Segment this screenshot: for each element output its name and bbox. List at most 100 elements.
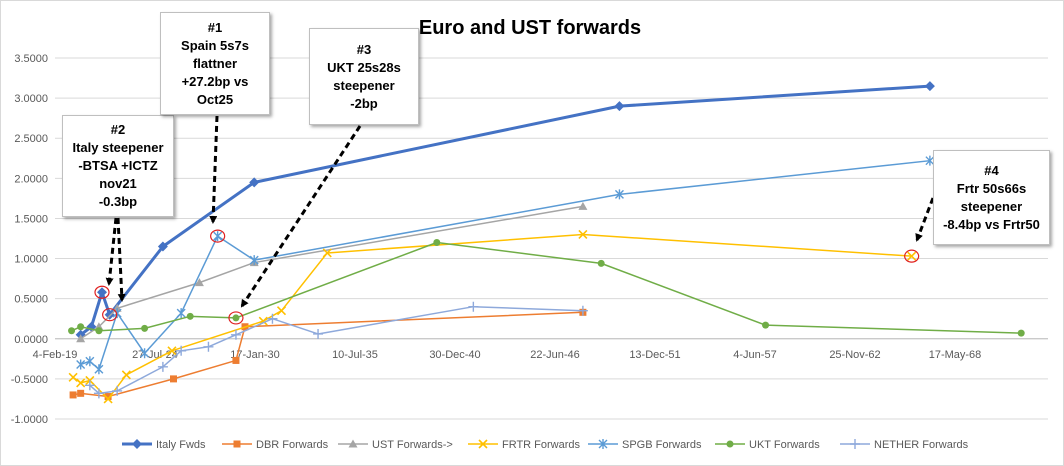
data-point [276,306,287,316]
x-tick-label: 10-Jul-35 [332,349,378,361]
data-point [213,231,223,242]
highlight-circle [210,229,226,243]
data-point [925,155,935,166]
series-line [79,84,930,336]
legend-marker [478,439,488,449]
data-point [157,361,168,372]
legend-label: DBR Forwards [256,439,329,451]
callout-arrow [915,197,935,242]
data-point [140,348,150,359]
data-point [95,327,103,335]
data-point [907,251,917,261]
callout-arrow [105,217,118,286]
legend-marker [850,439,860,449]
series-italy-fwds [75,81,935,340]
data-point [597,259,605,267]
legend-item: FRTR Forwards [468,439,581,451]
x-tick-label: 4-Feb-19 [33,349,78,361]
y-tick-label: 2.5000 [14,133,48,145]
series-frtr-forwards [68,229,917,404]
chart-title: Euro and UST forwards [419,17,641,39]
data-point [76,378,86,388]
data-point [194,278,204,287]
data-point [577,305,588,316]
series-layer [68,81,1025,404]
data-point [249,255,259,266]
legend-label: NETHER Forwards [874,439,969,451]
data-point [121,370,131,380]
data-point [170,375,177,383]
x-tick-label: 17-Jan-30 [230,349,280,361]
data-point [176,345,187,356]
data-point [578,229,588,240]
legend-marker [598,439,608,449]
callout-line: -8.4bp vs Frtr50 [943,216,1040,232]
series-ust-forwards [76,201,588,343]
callout-line: -BTSA +ICTZ [78,158,158,173]
callout-line: Spain 5s7s [181,37,249,53]
data-point [76,359,86,370]
data-point [167,346,177,356]
legend-label: UKT Forwards [749,439,820,451]
x-tick-label: 30-Dec-40 [429,349,480,361]
legend-item: SPGB Forwards [588,439,702,451]
legend-item: DBR Forwards [222,439,329,451]
highlight-circle [102,308,118,322]
data-point [203,341,214,352]
callout-line: nov21 [99,176,137,191]
x-tick-label: 13-Dec-51 [629,349,680,361]
data-point [112,385,123,396]
y-axis-ticks: 3.5000 3.0000 2.5000 2.0000 1.5000 1.0000 0.50… [11,53,48,426]
highlight-circle [904,249,920,263]
data-point [267,313,278,324]
series-line [80,159,930,371]
y-tick-label: 1.5000 [14,213,48,225]
series-line [80,205,584,340]
data-point [762,321,770,329]
y-tick-label: 0.0000 [14,334,48,346]
callout-line: steepener [333,77,395,93]
callout-line: #4 [984,162,999,178]
series-nether-forwards [84,301,588,399]
callout-line: Frtr 50s66s [956,180,1027,196]
legend-marker [726,440,734,448]
callout-line: #2 [110,122,126,137]
highlight-circle [228,311,244,325]
callout-arrows [105,115,935,308]
legend: Italy Fwds DBR Forwards UST Forwards-> FRTR… [122,439,969,451]
y-tick-label: 3.5000 [14,53,48,65]
callout-line: -2bp [350,95,378,111]
x-tick-label: 25-Nov-62 [829,349,880,361]
callout-line: Oct25 [196,91,234,107]
data-point [93,388,104,399]
callout-line: #3 [356,41,372,57]
data-point [578,201,588,210]
data-point [468,301,479,312]
callout-arrow [116,217,126,302]
x-axis-ticks: 4-Feb-19 27-Jul-24 17-Jan-30 10-Jul-35 30-De… [33,349,982,361]
x-tick-label: 22-Jun-46 [530,349,580,361]
series-spgb-forwards [76,155,935,375]
data-point [924,81,935,92]
highlight-circles [94,229,920,325]
callout-spain-flattner: #1 Spain 5s7s flattner +27.2bp vs Oct25 [160,12,270,115]
callout-line: steepener [960,198,1023,214]
data-point [84,380,95,391]
data-point [85,356,95,367]
data-point [77,323,85,331]
data-point [433,239,441,247]
y-tick-label: -0.5000 [11,374,48,386]
data-point [1017,329,1025,337]
legend-marker [132,439,142,449]
legend-item: Italy Fwds [122,439,206,451]
y-tick-label: -1.0000 [11,414,48,426]
data-point [186,312,194,320]
y-tick-label: 2.0000 [14,173,48,185]
data-point [68,372,78,382]
data-point [103,394,113,404]
callout-frtr-steepener: #4 Frtr 50s66s steepener -8.4bp vs Frtr5… [933,150,1050,245]
y-tick-label: 0.5000 [14,294,48,306]
legend-item: UKT Forwards [715,439,820,451]
legend-label: SPGB Forwards [622,439,702,451]
